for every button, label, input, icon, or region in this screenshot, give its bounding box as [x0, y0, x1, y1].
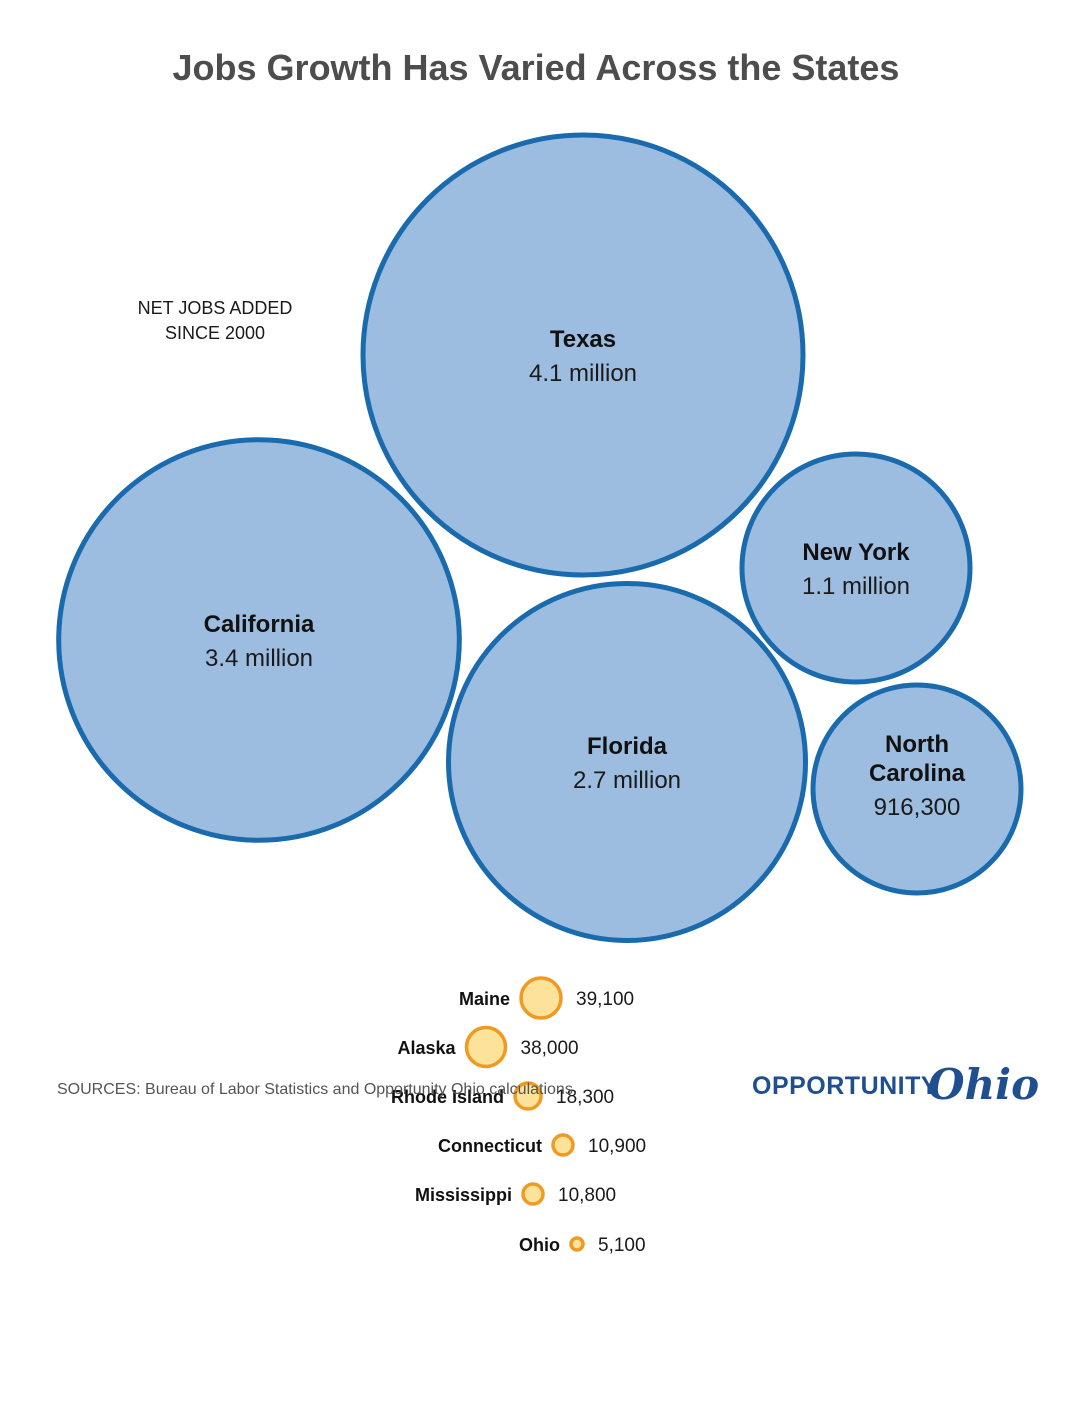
label-name-ohio: Ohio [519, 1235, 560, 1255]
source-note: SOURCES: Bureau of Labor Statistics and … [57, 1081, 577, 1098]
bubble-mississippi [521, 1182, 545, 1206]
large-bubbles: Texas 4.1 million California 3.4 million Flo… [56, 132, 1024, 943]
chart-title: Jobs Growth Has Varied Across the States [173, 47, 900, 88]
label-name-north-carolina-2: Carolina [869, 760, 966, 787]
label-name-mississippi: Mississippi [415, 1185, 512, 1205]
label-value-ohio: 5,100 [598, 1235, 646, 1256]
bubble-maine [519, 976, 563, 1020]
bubble-alaska [464, 1025, 508, 1069]
label-name-florida: Florida [587, 733, 668, 760]
label-value-connecticut: 10,900 [588, 1136, 646, 1157]
label-name-new-york: New York [802, 539, 910, 566]
label-value-mississippi: 10,800 [558, 1185, 616, 1206]
bubble-connecticut [551, 1133, 575, 1157]
label-name-north-carolina-1: North [885, 731, 949, 758]
bubble-ohio [569, 1236, 585, 1252]
logo-script: Ohio [928, 1060, 1039, 1109]
label-name-texas: Texas [550, 326, 616, 353]
label-value-new-york: 1.1 million [802, 573, 910, 600]
label-value-rhode-island: 18,300 [556, 1087, 614, 1108]
label-name-california: California [204, 611, 315, 638]
label-value-maine: 39,100 [576, 989, 634, 1010]
bubble-north-carolina [810, 682, 1024, 896]
label-value-california: 3.4 million [205, 645, 313, 672]
opportunity-ohio-logo: OPPORTUNITY Ohio [752, 1060, 1039, 1109]
subtitle-line-1: NET JOBS ADDED [138, 298, 293, 318]
logo-word: OPPORTUNITY [752, 1072, 938, 1100]
bubble-new-york [739, 451, 973, 685]
label-name-connecticut: Connecticut [438, 1136, 542, 1156]
label-name-alaska: Alaska [397, 1038, 456, 1058]
bubble-florida [446, 581, 808, 943]
subtitle-line-2: SINCE 2000 [165, 323, 265, 343]
bubble-california [56, 437, 462, 843]
label-name-rhode-island: Rhode Island [391, 1087, 504, 1107]
label-value-texas: 4.1 million [529, 360, 637, 387]
label-value-alaska: 38,000 [521, 1038, 579, 1059]
label-value-north-carolina: 916,300 [874, 794, 961, 821]
small-bubbles: Maine 39,100 Alaska 38,000 Rhode Island 18,30… [391, 976, 646, 1256]
bubble-rhode-island [513, 1081, 543, 1111]
label-name-maine: Maine [459, 989, 510, 1009]
label-value-florida: 2.7 million [573, 767, 681, 794]
bubble-texas [360, 132, 806, 578]
